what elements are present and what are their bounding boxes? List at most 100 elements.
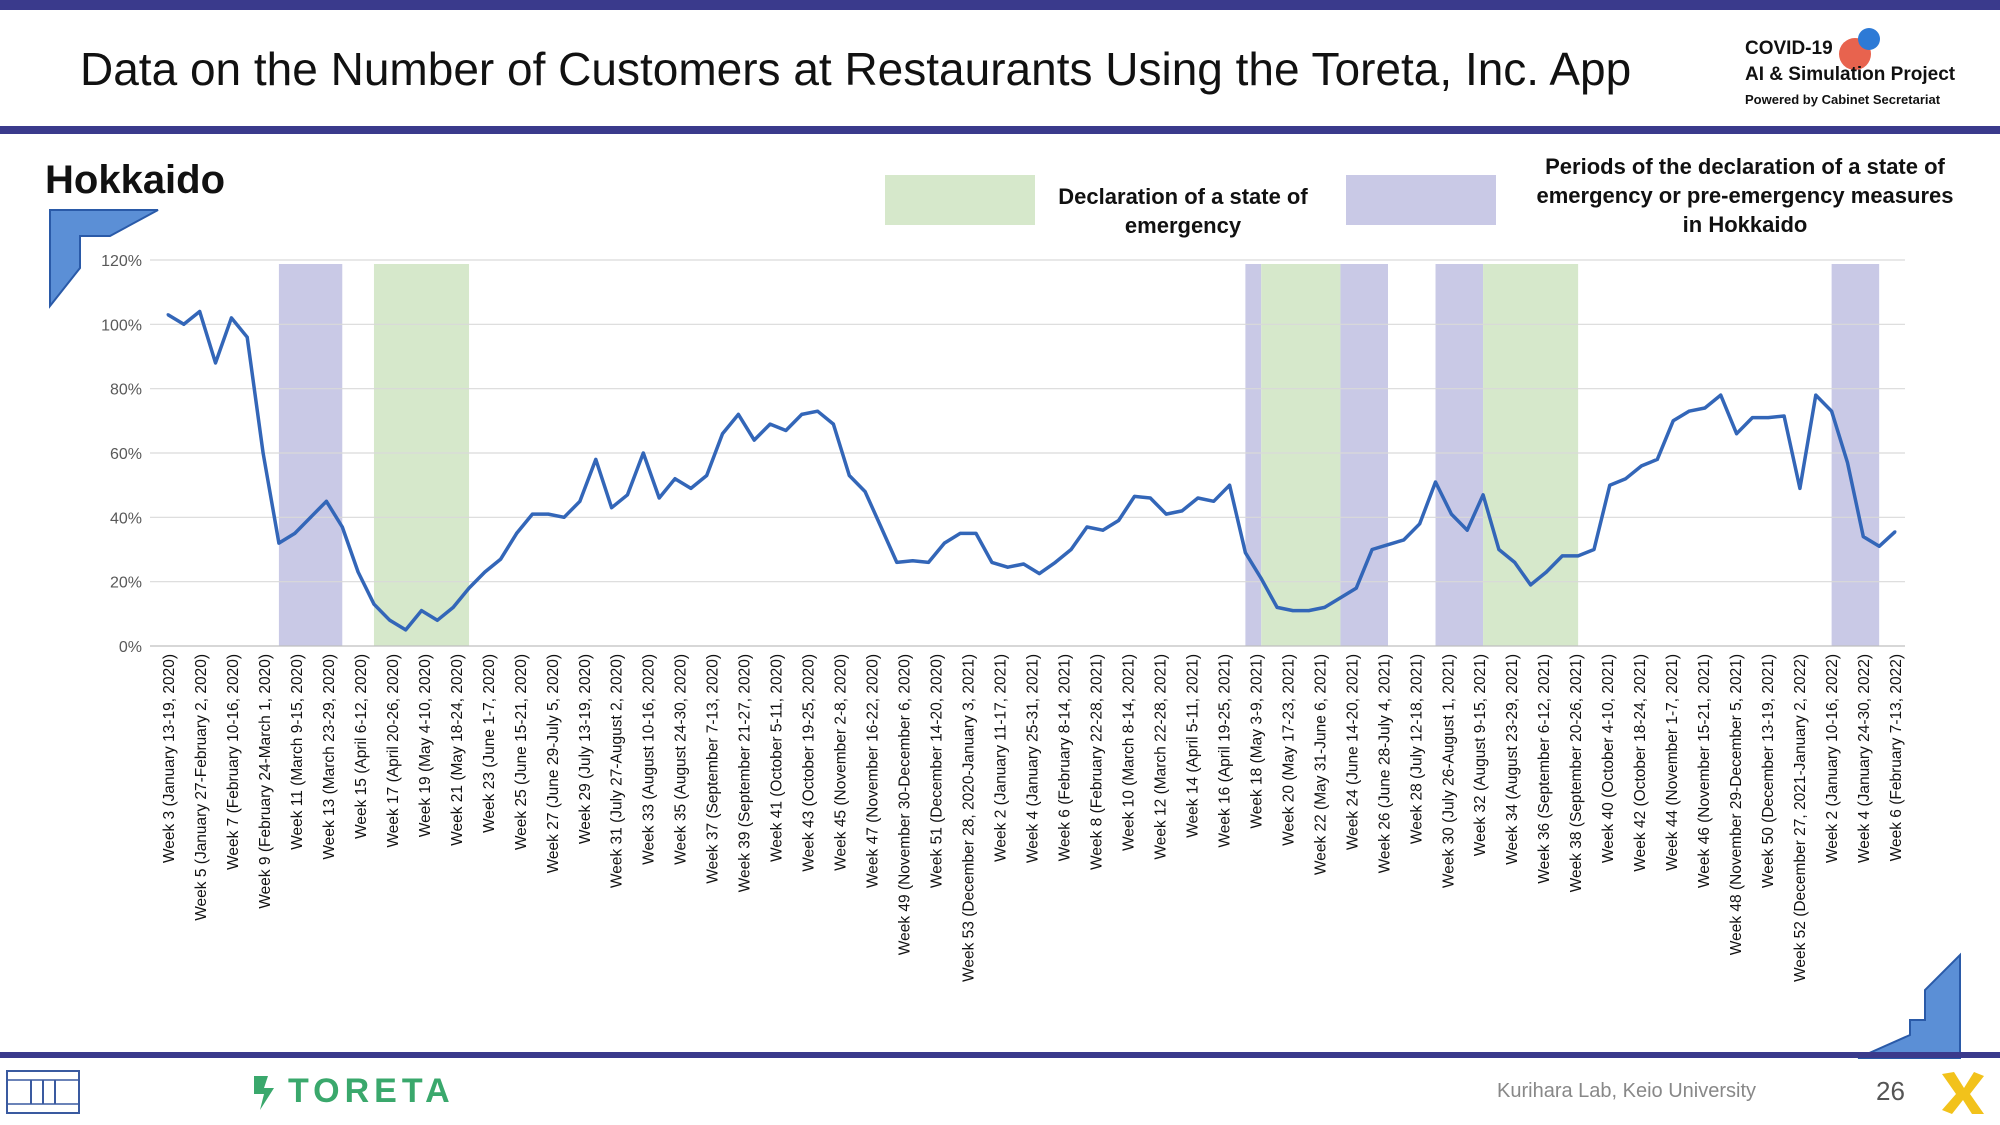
data-point [895, 560, 899, 564]
data-point [1101, 528, 1105, 532]
data-point [816, 409, 820, 413]
data-point [1307, 609, 1311, 613]
data-point [1243, 551, 1247, 555]
data-point [657, 496, 661, 500]
x-tick-label: Week 46 (November 15-21, 2021) [1696, 654, 1713, 888]
data-point [594, 457, 598, 461]
data-point [245, 335, 249, 339]
data-point [768, 422, 772, 426]
data-point [990, 560, 994, 564]
data-point [1766, 416, 1770, 420]
period-band-purple [1435, 264, 1484, 646]
data-point [372, 602, 376, 606]
data-point [1845, 461, 1849, 465]
data-point [1275, 605, 1279, 609]
data-point [324, 499, 328, 503]
data-point [309, 515, 313, 519]
x-tick-label: Week 34 (August 23-29, 2021) [1504, 654, 1521, 865]
x-tick-label: Week 53 (December 28, 2020-January 3, 20… [961, 654, 978, 982]
data-point [1576, 554, 1580, 558]
data-point [641, 451, 645, 455]
data-point [562, 515, 566, 519]
x-tick-label: Week 4 (January 25-31, 2021) [1025, 654, 1042, 863]
data-point [800, 412, 804, 416]
logo-line2: AI & Simulation Project [1745, 64, 1956, 85]
data-point [625, 493, 629, 497]
data-point [974, 531, 978, 535]
x-tick-label: Week 24 (June 14-20, 2021) [1344, 654, 1361, 850]
x-tick-label: Week 43 (October 19-25, 2020) [801, 654, 818, 872]
data-point [546, 512, 550, 516]
data-point [1750, 416, 1754, 420]
data-point [451, 605, 455, 609]
data-point [1655, 457, 1659, 461]
y-tick-label: 100% [101, 317, 142, 334]
period-band-purple [1245, 264, 1262, 646]
data-point [420, 609, 424, 613]
data-point [1212, 499, 1216, 503]
x-tick-label: Week 7 (February 10-16, 2020) [225, 654, 242, 870]
data-point [182, 322, 186, 326]
period-band-purple [278, 264, 343, 646]
footer-frame-bar [0, 1052, 2000, 1058]
data-point [705, 474, 709, 478]
footer-lab-credit: Kurihara Lab, Keio University [1497, 1080, 1757, 1102]
x-tick-label: Week 37 (September 7-13, 2020) [705, 654, 722, 884]
data-point [673, 477, 677, 481]
data-point [1085, 525, 1089, 529]
data-point [752, 438, 756, 442]
data-point [293, 531, 297, 535]
toreta-logo-icon [254, 1076, 274, 1110]
x-tick-label: Week 50 (December 13-19, 2021) [1760, 654, 1777, 888]
x-tick-label: Week 28 (July 12-18, 2021) [1408, 654, 1425, 844]
data-point [1022, 562, 1026, 566]
x-tick-label: Week 45 (November 2-8, 2020) [833, 654, 850, 871]
x-tick-label: Week 25 (June 15-21, 2020) [513, 654, 530, 850]
period-band-purple [1831, 264, 1880, 646]
data-point [166, 313, 170, 317]
data-point [1148, 496, 1152, 500]
data-point [1418, 522, 1422, 526]
x-tick-label: Week 52 (December 27, 2021-January 2, 20… [1792, 654, 1809, 982]
legend-purple-label: Periods of the declaration of a state of… [1536, 154, 1954, 237]
x-tick-label: Week 17 (April 20-26, 2020) [385, 654, 402, 848]
data-point [214, 361, 218, 365]
data-point [1830, 409, 1834, 413]
data-point [1687, 409, 1691, 413]
logo-dot-blue-icon [1858, 28, 1880, 50]
keio-university-logo-icon [6, 1070, 80, 1114]
data-point [388, 618, 392, 622]
data-point [1228, 483, 1232, 487]
data-point [863, 490, 867, 494]
x-tick-label: Week 32 (August 9-15, 2021) [1472, 654, 1489, 856]
data-point [1259, 576, 1263, 580]
data-point [198, 309, 202, 313]
corner-ornament-top-left-icon [49, 209, 159, 309]
x-tick-label: Week 8 (February 22-28, 2021) [1088, 654, 1105, 870]
data-point [1592, 548, 1596, 551]
data-point [1560, 554, 1564, 558]
data-point [1117, 519, 1121, 523]
data-point [1053, 560, 1057, 564]
data-point [229, 316, 233, 320]
x-tick-label: Week 13 (March 23-29, 2020) [321, 654, 338, 860]
x-tick-label: Week 23 (June 1-7, 2020) [481, 654, 498, 833]
x-tick-label: Week 6 (February 8-14, 2021) [1056, 654, 1073, 861]
data-point [1037, 572, 1041, 576]
data-point [610, 506, 614, 510]
logo-line3: Powered by Cabinet Secretariat [1745, 92, 1941, 107]
header-divider-bar [0, 126, 2000, 134]
data-point [1703, 406, 1707, 410]
data-point [467, 586, 471, 590]
data-point [1164, 512, 1168, 516]
x-tick-label: Week 5 (January 27-February 2, 2020) [193, 654, 210, 921]
data-point [1814, 393, 1818, 397]
x-tick-label: Week 22 (May 31-June 6, 2021) [1312, 654, 1329, 875]
data-point [1497, 548, 1501, 551]
x-tick-label: Week 40 (October 4-10, 2021) [1600, 654, 1617, 863]
data-point [340, 525, 344, 529]
x-tick-label: Week 4 (January 24-30, 2022) [1856, 654, 1873, 863]
data-point [1323, 605, 1327, 609]
x-tick-label: Week 35 (August 24-30, 2020) [673, 654, 690, 865]
data-point [1719, 393, 1723, 397]
